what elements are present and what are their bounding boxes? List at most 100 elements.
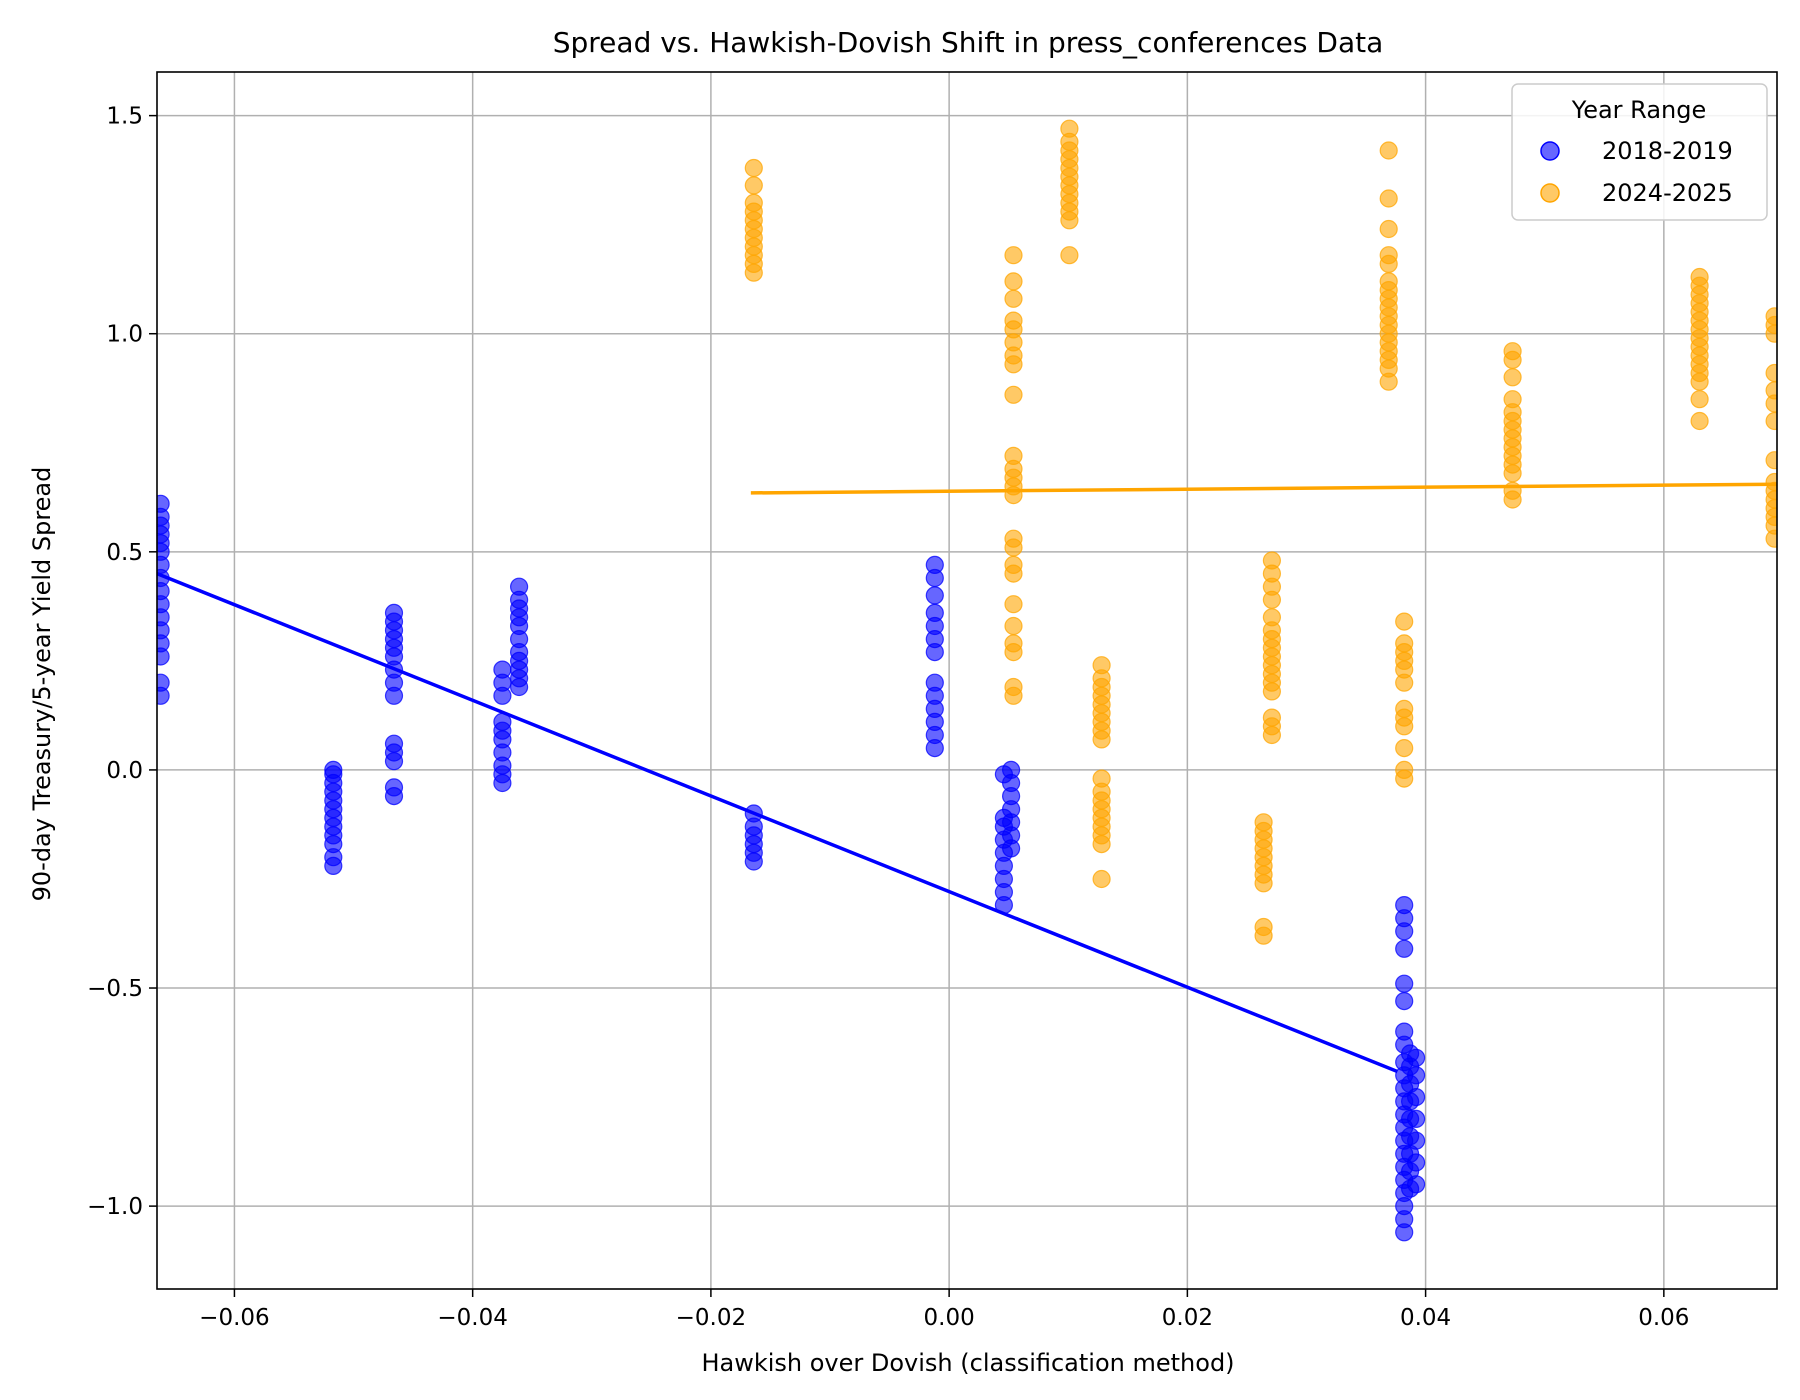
point-2024-2025 — [1379, 141, 1398, 160]
legend-marker-2024-2025 — [1540, 183, 1560, 203]
point-2024-2025 — [1092, 869, 1111, 889]
point-2024-2025 — [1395, 738, 1414, 758]
point-2018-2019 — [509, 577, 529, 596]
point-2024-2025 — [1004, 272, 1023, 291]
point-2024-2025 — [1503, 390, 1522, 409]
point-2018-2019 — [384, 734, 404, 753]
point-2024-2025 — [1503, 368, 1522, 387]
point-2024-2025 — [744, 176, 763, 195]
point-2018-2019 — [1406, 1048, 1426, 1067]
point-2024-2025 — [1765, 472, 1777, 492]
y-axis-label: 90-day Treasury/5-year Yield Spread — [28, 467, 56, 902]
x-tick-label: −0.06 — [199, 1305, 269, 1331]
point-2018-2019 — [925, 586, 944, 605]
point-2024-2025 — [1004, 446, 1023, 465]
point-2018-2019 — [1395, 1022, 1414, 1041]
point-2018-2019 — [925, 673, 944, 692]
point-2024-2025 — [1092, 656, 1111, 675]
point-2018-2019 — [1001, 760, 1021, 780]
y-tick-label: −1.0 — [87, 1194, 143, 1220]
trendline-2018-2019 — [157, 571, 1399, 1074]
point-2024-2025 — [1004, 677, 1023, 697]
point-2018-2019 — [1395, 895, 1414, 915]
y-tick-label: 0.0 — [106, 758, 143, 784]
y-tick-label: 1.0 — [106, 322, 143, 348]
x-tick-label: 0.06 — [1638, 1305, 1689, 1331]
point-2024-2025 — [1379, 189, 1398, 208]
x-axis-label: Hawkish over Dovish (classification meth… — [701, 1349, 1234, 1377]
axes: −0.06 −0.04 −0.02 0.00 0.02 0.04 0.06 −1.0 −0.5 0… — [87, 71, 1778, 1331]
x-tick-label: 0.02 — [1162, 1305, 1213, 1331]
point-2024-2025 — [1262, 551, 1282, 570]
point-2024-2025 — [1690, 267, 1709, 287]
point-2024-2025 — [1379, 246, 1398, 265]
legend-marker-2018-2019 — [1540, 141, 1560, 161]
grid — [157, 72, 1777, 1289]
point-2018-2019 — [1406, 1066, 1426, 1085]
point-2018-2019 — [157, 673, 170, 692]
point-2024-2025 — [1254, 813, 1273, 832]
point-2024-2025 — [1395, 634, 1414, 653]
point-2024-2025 — [1395, 699, 1414, 719]
point-2024-2025 — [1254, 917, 1273, 937]
y-tick-label: −0.5 — [87, 976, 143, 1002]
point-2018-2019 — [1395, 939, 1414, 958]
x-tick-label: −0.04 — [437, 1305, 507, 1331]
y-tick-label: 0.5 — [106, 540, 143, 566]
plot-marks — [157, 119, 1777, 1242]
point-2018-2019 — [1406, 1087, 1426, 1107]
legend-box — [1511, 83, 1768, 221]
chart-title: Spread vs. Hawkish-Dovish Shift in press… — [553, 26, 1384, 59]
point-2018-2019 — [384, 778, 404, 797]
point-2024-2025 — [1004, 616, 1023, 636]
point-2018-2019 — [1406, 1131, 1426, 1150]
point-2024-2025 — [1395, 612, 1414, 631]
x-tick-label: 0.04 — [1400, 1305, 1451, 1331]
point-2018-2019 — [1406, 1153, 1426, 1172]
point-2024-2025 — [1262, 608, 1282, 627]
point-2018-2019 — [1395, 991, 1414, 1011]
point-2024-2025 — [1765, 307, 1777, 326]
point-2018-2019 — [1406, 1109, 1426, 1129]
legend-label-2018-2019: 2018-2019 — [1602, 137, 1733, 165]
point-2024-2025 — [1004, 555, 1023, 575]
point-2024-2025 — [744, 158, 763, 178]
legend: Year Range 2018-2019 2024-2025 — [1511, 83, 1768, 221]
point-2024-2025 — [1004, 311, 1023, 330]
y-tick-label: 1.5 — [106, 104, 143, 130]
point-2024-2025 — [1004, 529, 1023, 548]
point-2024-2025 — [1262, 708, 1282, 727]
point-2018-2019 — [1406, 1175, 1426, 1194]
x-tick-label: −0.02 — [676, 1305, 746, 1331]
point-2024-2025 — [1004, 289, 1023, 308]
point-2024-2025 — [1004, 634, 1023, 653]
point-2024-2025 — [1092, 769, 1111, 788]
point-2024-2025 — [1004, 595, 1023, 614]
point-2018-2019 — [493, 660, 512, 679]
point-2024-2025 — [1379, 272, 1398, 291]
point-2024-2025 — [1765, 363, 1777, 383]
plot-frame — [156, 71, 1778, 1290]
legend-title: Year Range — [1571, 96, 1707, 124]
point-2024-2025 — [1503, 342, 1522, 361]
point-2018-2019 — [1395, 974, 1414, 993]
point-2024-2025 — [1690, 390, 1709, 409]
point-2024-2025 — [1379, 219, 1398, 239]
point-2024-2025 — [1690, 411, 1709, 431]
point-2024-2025 — [1004, 385, 1023, 404]
point-2024-2025 — [1765, 451, 1777, 470]
trendline-2024-2025 — [750, 482, 1777, 495]
point-2024-2025 — [1060, 246, 1079, 265]
point-2018-2019 — [324, 760, 343, 780]
point-2024-2025 — [1395, 760, 1414, 780]
point-2018-2019 — [925, 603, 944, 623]
point-2024-2025 — [1004, 246, 1023, 265]
x-tick-label: 0.00 — [924, 1305, 975, 1331]
point-2024-2025 — [1060, 119, 1079, 138]
point-2018-2019 — [925, 555, 944, 575]
point-2024-2025 — [744, 193, 763, 212]
point-2018-2019 — [384, 603, 404, 623]
legend-label-2024-2025: 2024-2025 — [1602, 179, 1733, 207]
